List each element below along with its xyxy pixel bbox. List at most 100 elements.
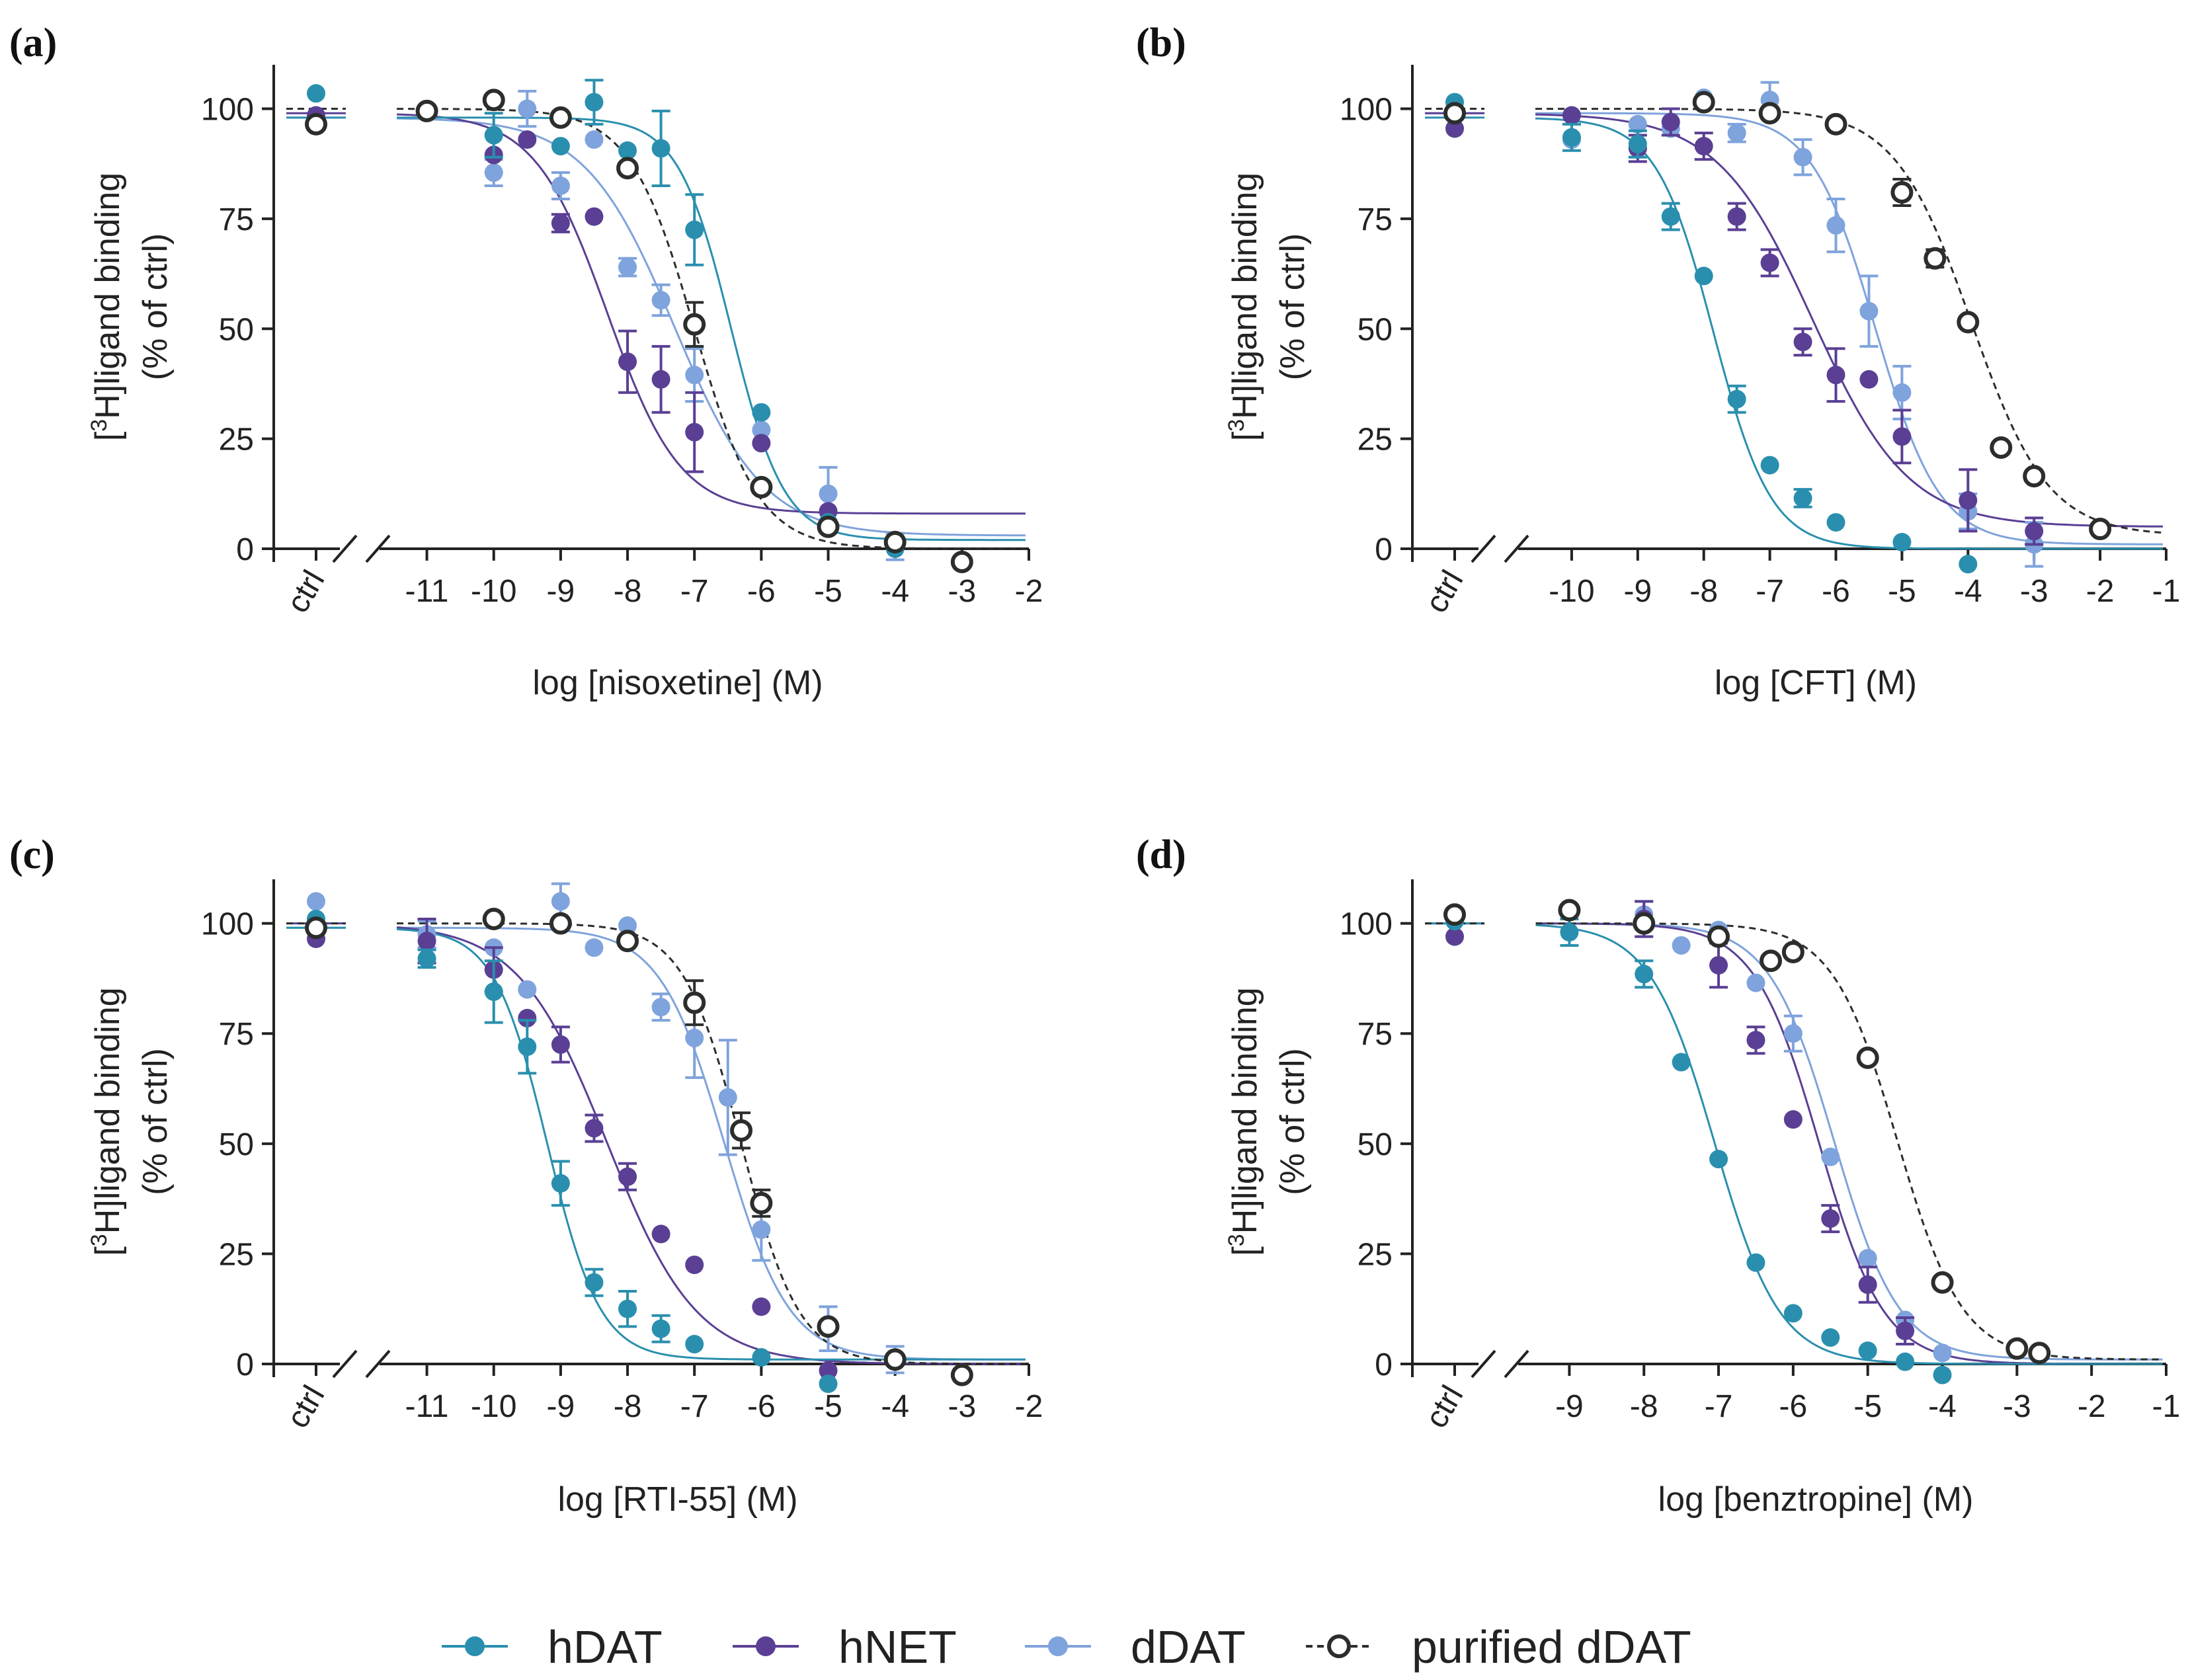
data-point-dDAT — [1672, 936, 1691, 955]
x-tick-label: -4 — [881, 574, 909, 609]
data-point-purified — [750, 1191, 773, 1215]
data-point-dDAT — [685, 1028, 704, 1047]
data-point-hNET — [1793, 333, 1812, 352]
legend-label-hNET: hNET — [838, 1621, 957, 1673]
x-tick-label: -2 — [2086, 574, 2115, 609]
y-tick-label: 0 — [236, 532, 254, 567]
data-point-hDAT — [651, 1319, 670, 1338]
data-point-purified — [1957, 311, 1980, 334]
x-tick-label: -8 — [1689, 574, 1718, 609]
fit-curve-hDAT — [397, 116, 1026, 541]
data-point-hNET — [685, 422, 704, 442]
data-point-hDAT — [585, 93, 604, 112]
data-point-hNET — [1896, 1322, 1915, 1341]
data-point-hDAT — [1821, 1328, 1840, 1347]
data-point-purified — [750, 475, 773, 499]
data-point-hNET — [1858, 1275, 1877, 1295]
data-point-hDAT — [1709, 1150, 1728, 1169]
data-point-purified — [1692, 91, 1715, 114]
x-tick-label: -10 — [471, 1389, 516, 1424]
chart-panel-3: (c) 0 25 50 75 100 ctrl -11 -10 -9 -8 -7 -6 -5 -4 -3 -2 l… — [9, 832, 1043, 1519]
y-tick-label: 0 — [1375, 532, 1393, 567]
data-point-dDAT — [618, 916, 637, 935]
data-point-hNET — [752, 434, 771, 453]
data-point-purified — [2005, 1337, 2029, 1360]
data-point-purified — [415, 99, 438, 122]
data-point-purified — [305, 916, 327, 940]
data-point-dDAT — [718, 1088, 737, 1107]
legend-label-dDAT: dDAT — [1131, 1621, 1246, 1673]
chart-panel-1: (a) 0 25 50 75 100 ctrl -11 -10 -9 -8 -7 -6 -5 -4 -3 -2 l… — [9, 20, 1043, 702]
x-tick-label: -6 — [1779, 1389, 1808, 1424]
data-point-purified — [1758, 102, 1781, 125]
data-point-hDAT — [1959, 555, 1978, 574]
y-axis-title: [3H]ligand binding — [1224, 173, 1264, 441]
panel-label: (a) — [9, 20, 57, 65]
data-point-dDAT — [1826, 216, 1845, 235]
y-axis-title-units: (% of ctrl) — [1274, 1048, 1312, 1195]
x-tick-label: -3 — [948, 1389, 976, 1424]
data-point-hNET — [651, 370, 670, 389]
data-point-dDAT — [1892, 383, 1912, 402]
axis-break-mark — [332, 1349, 358, 1379]
x-axis-title: log [benztropine] (M) — [1658, 1480, 1974, 1519]
data-point-purified — [2089, 518, 2112, 541]
fit-curve-purified — [1535, 108, 2164, 534]
data-point-dDAT — [585, 938, 604, 957]
legend-marker-dDAT — [1048, 1636, 1068, 1656]
data-point-purified — [683, 313, 706, 336]
fit-curve-dDAT — [1535, 112, 2163, 545]
y-tick-label: 25 — [1357, 422, 1393, 458]
data-point-hDAT — [1672, 1053, 1691, 1072]
axis-break-mark — [1504, 1349, 1529, 1379]
data-point-hDAT — [1896, 1352, 1915, 1371]
data-point-dDAT — [1727, 124, 1746, 143]
data-point-hNET — [1826, 366, 1845, 385]
data-point-hNET — [1783, 1110, 1802, 1129]
data-point-hDAT — [618, 141, 637, 160]
data-point-hNET — [1746, 1031, 1765, 1050]
data-point-purified — [616, 930, 639, 953]
axis-break-mark — [365, 1349, 391, 1379]
data-point-purified — [1923, 247, 1947, 270]
data-point-hDAT — [752, 403, 771, 422]
x-tick-label: -5 — [814, 574, 842, 609]
data-point-dDAT — [819, 484, 838, 503]
data-point-purified — [950, 550, 973, 573]
data-point-purified — [730, 1119, 753, 1142]
data-point-hDAT — [1694, 266, 1713, 286]
data-point-hDAT — [819, 1374, 838, 1393]
data-point-hNET — [1445, 927, 1464, 946]
data-point-purified — [817, 515, 840, 538]
x-axis-title: log [CFT] (M) — [1715, 664, 1917, 702]
data-point-hNET — [618, 1167, 637, 1186]
data-point-hDAT — [1562, 128, 1581, 147]
data-point-hDAT — [1793, 489, 1812, 508]
data-point-hDAT — [484, 126, 503, 145]
ctrl-label: ctrl — [1419, 565, 1471, 619]
panel-label: (b) — [1136, 20, 1186, 65]
data-point-purified — [1760, 949, 1783, 973]
data-point-purified — [482, 907, 505, 930]
axis-break-mark — [1504, 534, 1529, 563]
data-point-hDAT — [1661, 207, 1680, 226]
y-tick-label: 25 — [219, 1237, 254, 1272]
x-tick-label: -4 — [1954, 574, 1982, 609]
x-tick-label: -5 — [1888, 574, 1916, 609]
x-tick-label: -5 — [814, 1389, 842, 1424]
data-point-hDAT — [307, 84, 325, 103]
data-point-hNET — [1959, 491, 1978, 510]
x-tick-label: -10 — [471, 574, 516, 609]
data-point-hNET — [752, 1297, 771, 1316]
data-point-hNET — [1892, 427, 1912, 446]
y-tick-label: 25 — [219, 422, 254, 458]
y-tick-label: 0 — [1375, 1347, 1393, 1382]
x-tick-label: -1 — [2152, 1389, 2181, 1424]
y-tick-label: 100 — [1340, 93, 1393, 128]
y-tick-label: 75 — [219, 202, 254, 237]
x-tick-label: -11 — [405, 1389, 449, 1424]
x-tick-label: -7 — [680, 574, 709, 609]
y-tick-label: 0 — [236, 1347, 254, 1382]
data-point-hDAT — [651, 139, 670, 158]
